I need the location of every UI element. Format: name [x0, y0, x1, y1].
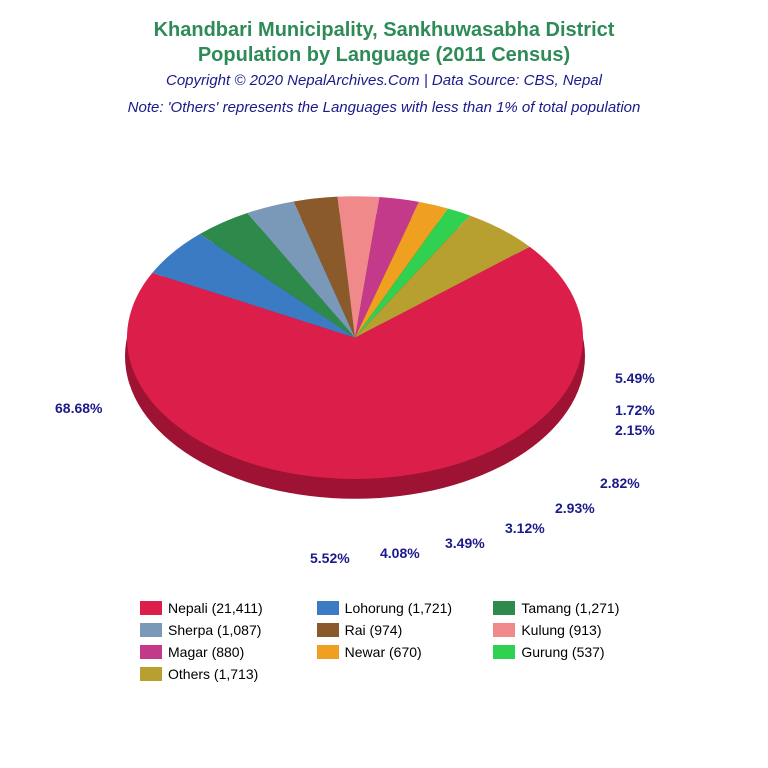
legend-label: Nepali (21,411)	[168, 600, 263, 616]
legend-swatch	[493, 601, 515, 615]
legend-item: Nepali (21,411)	[140, 600, 307, 616]
header-block: Khandbari Municipality, Sankhuwasabha Di…	[0, 0, 768, 116]
pct-label: 5.52%	[310, 550, 350, 566]
legend-label: Tamang (1,271)	[521, 600, 619, 616]
pct-label: 4.08%	[380, 545, 420, 561]
legend-swatch	[317, 645, 339, 659]
legend-swatch	[493, 623, 515, 637]
legend: Nepali (21,411) Lohorung (1,721) Tamang (1…	[140, 600, 660, 682]
legend-swatch	[317, 601, 339, 615]
legend-label: Others (1,713)	[168, 666, 258, 682]
legend-item: Newar (670)	[317, 644, 484, 660]
legend-item: Rai (974)	[317, 622, 484, 638]
note: Note: 'Others' represents the Languages …	[0, 99, 768, 116]
legend-label: Lohorung (1,721)	[345, 600, 452, 616]
legend-item: Kulung (913)	[493, 622, 660, 638]
legend-item: Gurung (537)	[493, 644, 660, 660]
subtitle: Copyright © 2020 NepalArchives.Com | Dat…	[0, 72, 768, 89]
legend-swatch	[140, 601, 162, 615]
legend-item: Others (1,713)	[140, 666, 307, 682]
legend-swatch	[493, 645, 515, 659]
pie-chart: 68.68% 5.52% 4.08% 3.49% 3.12% 2.93% 2.82% 2.15…	[0, 155, 768, 575]
pct-label: 3.12%	[505, 520, 545, 536]
legend-item: Tamang (1,271)	[493, 600, 660, 616]
title-line-1: Khandbari Municipality, Sankhuwasabha Di…	[0, 18, 768, 43]
legend-swatch	[140, 623, 162, 637]
legend-label: Magar (880)	[168, 644, 244, 660]
pie-svg	[125, 195, 585, 480]
legend-swatch	[140, 645, 162, 659]
legend-label: Gurung (537)	[521, 644, 604, 660]
legend-label: Kulung (913)	[521, 622, 601, 638]
pct-label: 3.49%	[445, 535, 485, 551]
legend-item: Magar (880)	[140, 644, 307, 660]
pct-label: 2.15%	[615, 422, 655, 438]
legend-label: Rai (974)	[345, 622, 403, 638]
legend-item: Sherpa (1,087)	[140, 622, 307, 638]
legend-item: Lohorung (1,721)	[317, 600, 484, 616]
pct-label: 2.93%	[555, 500, 595, 516]
legend-label: Newar (670)	[345, 644, 422, 660]
legend-swatch	[317, 623, 339, 637]
pct-label: 1.72%	[615, 402, 655, 418]
pct-label: 2.82%	[600, 475, 640, 491]
legend-swatch	[140, 667, 162, 681]
pct-label: 5.49%	[615, 370, 655, 386]
pie-wrap	[125, 195, 585, 480]
legend-label: Sherpa (1,087)	[168, 622, 261, 638]
pct-label: 68.68%	[55, 400, 102, 416]
title-line-2: Population by Language (2011 Census)	[0, 43, 768, 68]
